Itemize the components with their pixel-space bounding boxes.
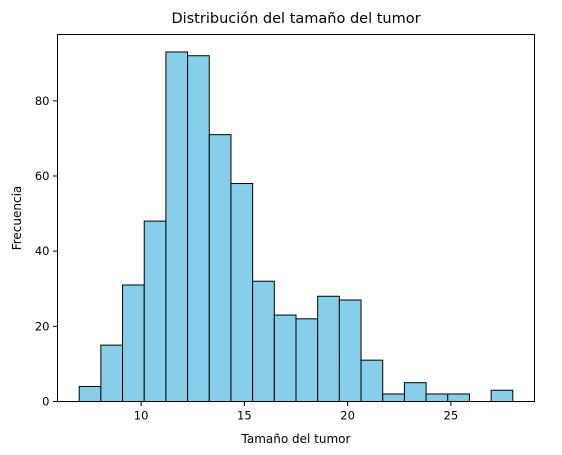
histogram-bar [187, 55, 210, 403]
y-tick-label: 60 [35, 169, 50, 183]
x-tick-label: 10 [134, 409, 149, 423]
y-axis-ticks: 0 20 40 60 80 [35, 94, 58, 409]
histogram-bar [317, 295, 340, 402]
histogram-bar [122, 284, 145, 402]
histogram-bar [78, 385, 102, 402]
y-tick-label: 40 [35, 244, 50, 258]
x-axis-label: Tamaño del tumor [241, 432, 351, 446]
histogram-bar [382, 393, 405, 403]
plot-frame [57, 34, 535, 402]
histogram-bar [100, 344, 124, 402]
histogram-bar [273, 314, 297, 402]
y-tick-label: 80 [35, 94, 50, 108]
histogram-bar [230, 183, 254, 402]
chart-title: Distribución del tamaño del tumor [171, 11, 420, 27]
histogram-bar [403, 382, 427, 403]
bars-group [78, 51, 514, 403]
histogram-bar [208, 134, 232, 402]
histogram-bar [360, 359, 384, 403]
x-tick-label: 15 [237, 409, 252, 423]
histogram-bar [165, 51, 189, 402]
histogram-bar [425, 393, 449, 403]
histogram-bar [295, 318, 319, 403]
histogram-bar [143, 220, 167, 402]
y-tick-label: 20 [35, 319, 50, 333]
histogram-bar [447, 393, 470, 403]
histogram-bar [490, 389, 514, 402]
x-tick-label: 25 [444, 409, 459, 423]
x-axis-ticks: 10 15 20 25 [134, 401, 459, 423]
histogram-bar [338, 299, 362, 403]
x-tick-label: 20 [340, 409, 355, 423]
y-axis-label: Frecuencia [10, 186, 24, 251]
histogram-bar [252, 280, 275, 402]
y-tick-label: 0 [42, 395, 49, 409]
